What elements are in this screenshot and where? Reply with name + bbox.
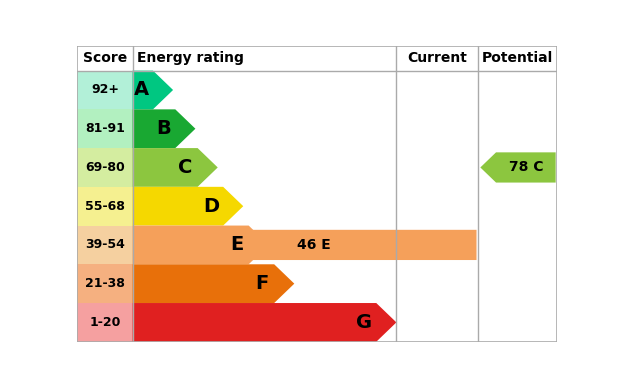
Polygon shape — [132, 303, 396, 342]
Text: 92+: 92+ — [91, 83, 119, 96]
Polygon shape — [480, 152, 556, 182]
Polygon shape — [132, 187, 243, 225]
Text: 21-38: 21-38 — [85, 277, 125, 290]
Text: G: G — [356, 313, 373, 332]
Text: C: C — [178, 158, 193, 177]
Text: 69-80: 69-80 — [85, 161, 125, 174]
Text: 39-54: 39-54 — [85, 238, 125, 252]
Bar — [77, 187, 132, 225]
Bar — [77, 225, 132, 264]
Text: 55-68: 55-68 — [85, 200, 125, 213]
Text: 46 E: 46 E — [297, 238, 331, 252]
Polygon shape — [132, 264, 294, 303]
Text: D: D — [203, 197, 219, 216]
Text: 78 C: 78 C — [509, 161, 543, 174]
Text: Potential: Potential — [482, 51, 553, 65]
Bar — [77, 109, 132, 148]
Bar — [77, 264, 132, 303]
Polygon shape — [135, 230, 477, 260]
Bar — [77, 71, 132, 109]
Bar — [77, 303, 132, 342]
Text: B: B — [156, 119, 171, 138]
Bar — [77, 148, 132, 187]
Text: Current: Current — [407, 51, 467, 65]
Polygon shape — [132, 71, 173, 109]
Text: 1-20: 1-20 — [89, 316, 121, 329]
Text: Score: Score — [83, 51, 127, 65]
Polygon shape — [132, 109, 196, 148]
Text: A: A — [134, 81, 149, 99]
Text: 81-91: 81-91 — [85, 122, 125, 135]
Text: E: E — [230, 235, 243, 255]
Text: Energy rating: Energy rating — [137, 51, 245, 65]
Polygon shape — [132, 225, 269, 264]
Polygon shape — [132, 148, 218, 187]
Text: F: F — [256, 274, 269, 293]
